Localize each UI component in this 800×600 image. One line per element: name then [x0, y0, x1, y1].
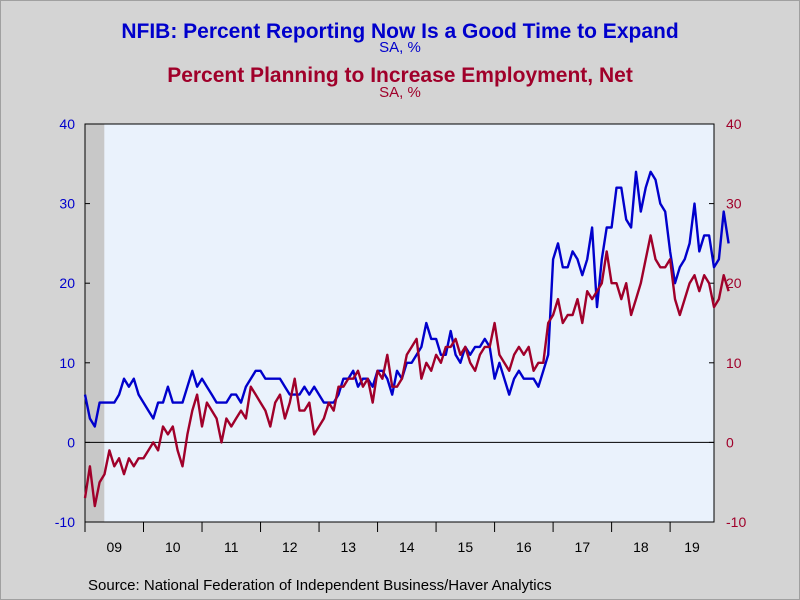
x-tick-label: 17 [575, 539, 591, 555]
chart-title: NFIB: Percent Reporting Now Is a Good Ti… [121, 20, 679, 43]
y-left-tick-label: -10 [55, 514, 75, 530]
x-tick-label: 11 [224, 539, 239, 555]
y-left-tick-label: 20 [59, 275, 75, 291]
x-tick-label: 16 [516, 539, 532, 555]
x-tick-label: 09 [106, 539, 122, 555]
x-tick-label: 13 [341, 539, 357, 555]
chart-subtitle-units: SA, % [379, 84, 421, 101]
y-right-tick-label: 20 [726, 275, 742, 291]
y-right-tick-label: -10 [726, 514, 746, 530]
plot-background [85, 124, 714, 522]
x-tick-label: 10 [165, 539, 181, 555]
series-line-good-time-to-expand [83, 170, 730, 428]
chart-subtitle: Percent Planning to Increase Employment,… [167, 64, 633, 87]
plot-border [84, 123, 715, 523]
y-right-tick-label: 30 [726, 196, 742, 212]
y-right-tick-label: 40 [726, 116, 742, 132]
y-right-tick-label: 0 [726, 434, 734, 450]
y-left-tick-label: 10 [59, 355, 75, 371]
y-left-tick-label: 40 [59, 116, 75, 132]
y-right-tick-label: 10 [726, 355, 742, 371]
y-left-tick-label: 30 [59, 196, 75, 212]
recession-band [85, 124, 105, 522]
y-left-tick-label: 0 [67, 434, 75, 450]
x-tick-label: 18 [633, 539, 649, 555]
chart-title-units: SA, % [379, 39, 421, 56]
x-tick-label: 12 [282, 539, 298, 555]
x-tick-label: 15 [458, 539, 474, 555]
x-tick-label: 14 [399, 539, 415, 555]
x-tick-label: 19 [684, 539, 700, 555]
source-note: Source: National Federation of Independe… [88, 577, 552, 594]
series-line-increase-employment [83, 234, 730, 508]
